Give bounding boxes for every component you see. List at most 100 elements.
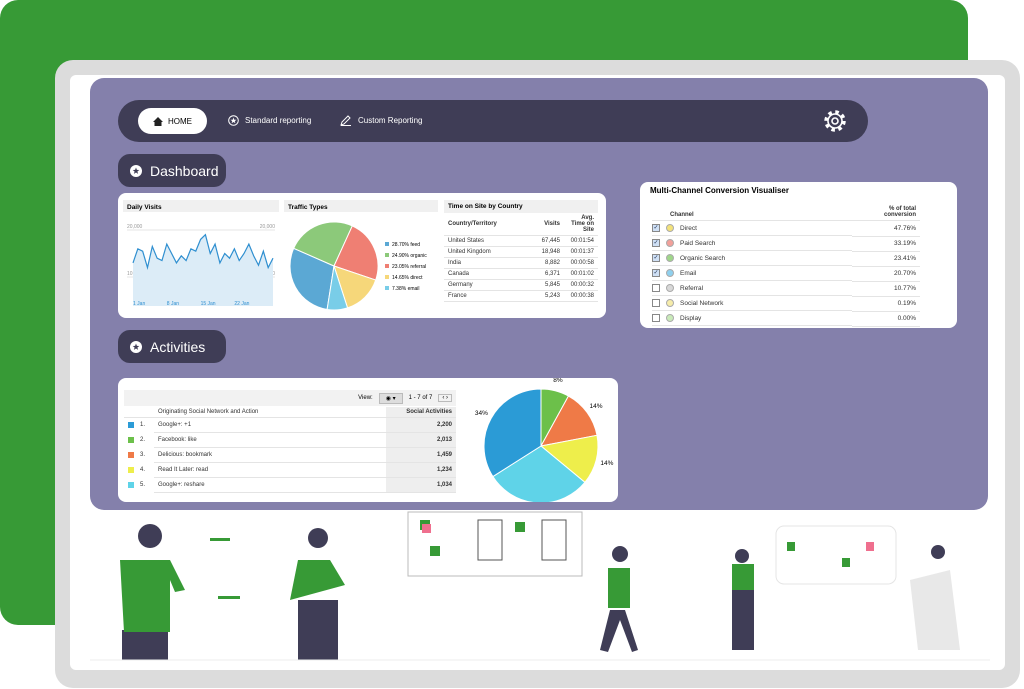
activity-pie: 8%14%14%30%34% [475,378,614,502]
table-row: Referral 10.77% [652,281,920,297]
star-icon [228,115,239,126]
channel-cell: Display [652,311,852,326]
cell: Google+: reshare [154,477,386,493]
table-row: ✓ Paid Search 33.19% [652,236,920,252]
rank-cell: 4. [124,463,154,475]
column-header: Social Activities [386,407,456,418]
legend-swatch [385,275,389,279]
traffic-types-chart: Traffic Types 28.70% feed 24.90% organic 2… [284,200,438,311]
checkbox[interactable] [652,299,660,307]
cell: France [444,290,526,302]
cell: 00:01:37 [564,246,598,258]
table-row: 3. Delicious: bookmark 1,459 [124,447,456,463]
pie-slice [289,247,335,311]
pie-slice [492,445,586,502]
nav-bar: HOME Standard reporting Custom Reporting [118,100,868,142]
pager-buttons[interactable]: ‹ › [438,394,452,402]
legend-swatch [385,242,389,246]
channel-dot [666,239,674,247]
legend-swatch [385,253,389,257]
channel-cell: Social Network [652,296,852,311]
checkbox[interactable]: ✓ [652,254,660,262]
legend-label: 28.70% feed [392,242,420,248]
cell: 00:00:58 [564,257,598,269]
cell: 1,459 [386,447,456,463]
nav-custom[interactable]: Custom Reporting [340,115,422,126]
section-pill: Dashboard [118,154,226,187]
data-label: 14% [600,460,613,467]
checkbox[interactable]: ✓ [652,269,660,277]
x-tick-label: 15 Jan [201,301,216,307]
x-tick-label: 1 Jan [133,301,145,307]
series-swatch [128,422,134,428]
column-header: % of total conversion [852,204,920,221]
rank: 5. [140,481,146,488]
area [133,234,273,306]
table-row: 4. Read It Later: read 1,234 [124,462,456,478]
section-title: Activities [150,338,206,355]
table-row: 5. Google+: reshare 1,034 [124,477,456,493]
cell: 2,013 [386,432,456,448]
legend-label: 24.90% organic [392,253,427,259]
checkbox[interactable]: ✓ [652,224,660,232]
widget-title: Time on Site by Country [444,200,598,213]
series-swatch [128,466,134,473]
nav-label: Standard reporting [245,116,312,125]
cell: 20.70% [852,266,920,282]
cell: 00:01:54 [564,235,598,247]
checkbox[interactable] [652,314,660,322]
cell: 0.00% [852,311,920,327]
widget-title: Daily Visits [127,204,162,211]
cell: 6,371 [526,268,564,280]
cell: 18,948 [526,246,564,258]
table-row: Germany 5,845 00:00:32 [444,279,598,291]
table-row: India 8,882 00:00:58 [444,257,598,269]
channel-dot [666,314,674,322]
cell: United Kingdom [444,246,526,258]
series-swatch [128,436,134,443]
channel-cell: Referral [652,281,852,296]
channel-dot [666,284,674,292]
cell: 00:00:38 [564,290,598,302]
channel-dot [666,254,674,262]
table-row: Social Network 0.19% [652,296,920,312]
cell: 8,882 [526,257,564,269]
star-icon [130,340,142,353]
view-select[interactable]: ◉ ▾ [378,392,403,404]
cell: 67,445 [526,235,564,247]
cell: United States [444,235,526,247]
channel-dot [666,269,674,277]
view-label: View: [358,395,373,401]
channel-dot [666,224,674,232]
cell: 1,034 [386,477,456,493]
nav-home[interactable]: HOME [138,108,207,134]
pie-slice [293,221,353,267]
channel-name: Email [680,269,697,277]
settings-gear[interactable] [823,109,847,133]
cell: 5,243 [526,290,564,302]
section-title: Dashboard [150,162,219,179]
cell: 10.77% [852,281,920,297]
pie-slice [326,265,349,311]
nav-standard[interactable]: Standard reporting [228,115,311,126]
multi-channel-card: Multi-Channel Conversion Visualiser Chan… [640,182,957,328]
checkbox[interactable] [652,284,660,292]
social-table: Originating Social Network and Action Soc… [124,407,456,493]
table-row: 2. Facebook: like 2,013 [124,432,456,448]
table-row: United Kingdom 18,948 00:01:37 [444,246,598,258]
channel-table: Channel% of total conversion ✓ Direct 47.76… [652,204,920,327]
checkbox[interactable]: ✓ [652,239,660,247]
cell: 00:01:02 [564,268,598,280]
rank: 1. [140,422,146,428]
table-row: ✓ Direct 47.76% [652,220,920,237]
cell: 00:00:32 [564,279,598,291]
pie-slice [483,388,542,478]
legend-label: 14.65% direct [392,275,423,281]
section-pill: Activities [118,330,226,363]
column-header: Avg. Time on Site [564,213,598,236]
table-row: ✓ Organic Search 23.41% [652,251,920,267]
table-row: United States 67,445 00:01:54 [444,235,598,247]
series-swatch [128,481,134,488]
